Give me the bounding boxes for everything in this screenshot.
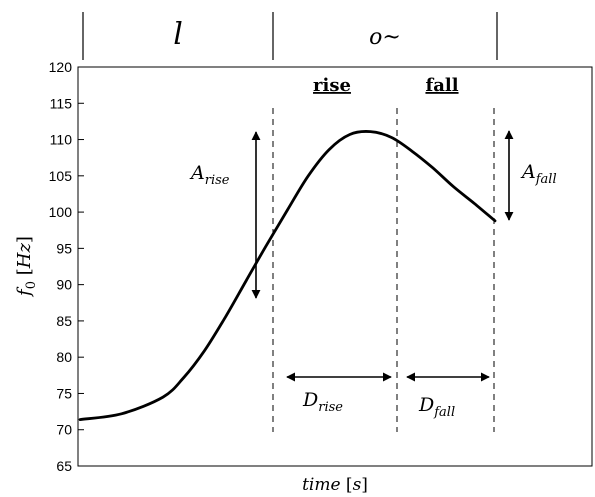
y-tick-label: 90 [56, 277, 72, 293]
a-rise-label: Arise [189, 162, 230, 188]
y-axis: 65 70 75 80 85 90 95 100 105 110 115 120 [49, 59, 84, 474]
y-tick-label: 120 [49, 59, 73, 75]
plot-frame [77, 66, 593, 467]
y-tick-label: 75 [56, 385, 72, 401]
f0-contour-line [78, 130, 497, 421]
d-fall-label: Dfall [418, 394, 455, 420]
phone-tier: l o~ [82, 12, 498, 60]
y-tick-label: 85 [56, 313, 72, 329]
x-axis-label: time [s] [302, 475, 368, 495]
y-tick-label: 110 [50, 132, 73, 148]
y-label-sub: 0 [24, 281, 39, 289]
y-tick-label: 100 [49, 204, 73, 220]
phone-label-o: o~ [369, 25, 401, 50]
svg-text:f0 [Hz]: f0 [Hz] [14, 236, 39, 298]
y-tick-label: 80 [56, 349, 72, 365]
y-tick-label: 70 [56, 422, 72, 438]
y-label-unit: [ [14, 268, 35, 281]
a-fall-label: Afall [520, 161, 557, 187]
y-tick-label: 95 [56, 240, 72, 256]
phone-label-l: l [173, 17, 183, 52]
y-tick-label: 115 [50, 95, 73, 111]
d-rise-label: Drise [302, 389, 343, 415]
y-tick-label: 105 [49, 168, 73, 184]
rise-label: rise [313, 75, 351, 96]
y-tick-label: 65 [56, 458, 72, 474]
y-axis-label: f0 [Hz] [14, 236, 39, 298]
fall-label: fall [425, 75, 458, 96]
